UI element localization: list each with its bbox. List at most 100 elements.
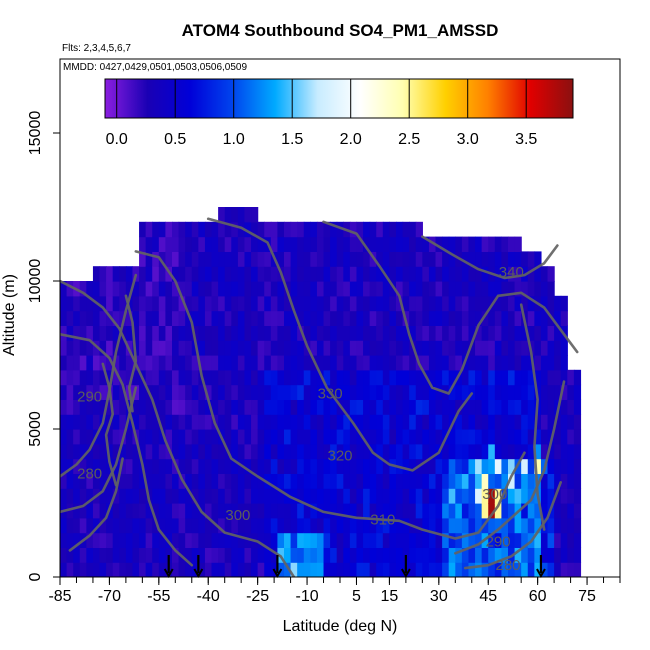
heatmap-cell bbox=[448, 488, 456, 504]
heatmap-cell bbox=[475, 532, 483, 548]
heatmap-cell bbox=[211, 473, 219, 489]
heatmap-cell bbox=[330, 355, 338, 371]
heatmap-cell bbox=[60, 310, 68, 326]
heatmap-cell bbox=[402, 443, 410, 460]
heatmap-cell bbox=[323, 236, 331, 252]
heatmap-cell bbox=[409, 443, 417, 460]
heatmap-cell bbox=[198, 236, 206, 252]
heatmap-cell bbox=[178, 443, 186, 460]
heatmap-cell bbox=[290, 384, 298, 400]
heatmap-cell bbox=[310, 562, 318, 577]
heatmap-cell bbox=[494, 547, 503, 563]
heatmap-cell bbox=[330, 340, 338, 356]
heatmap-cell bbox=[323, 266, 331, 282]
heatmap-cell bbox=[514, 340, 522, 356]
heatmap-cell bbox=[567, 429, 575, 445]
heatmap-cell bbox=[415, 266, 423, 282]
heatmap-cell bbox=[428, 547, 437, 563]
heatmap-cell bbox=[422, 399, 430, 415]
heatmap-cell bbox=[60, 562, 68, 577]
heatmap-cell bbox=[158, 414, 167, 430]
heatmap-cell bbox=[343, 458, 351, 474]
heatmap-cell bbox=[428, 236, 437, 252]
heatmap-cell bbox=[270, 355, 279, 371]
heatmap-cell bbox=[481, 355, 489, 371]
heatmap-cell bbox=[356, 340, 364, 356]
heatmap-cell bbox=[178, 340, 186, 356]
heatmap-cell bbox=[323, 325, 331, 341]
heatmap-cell bbox=[218, 384, 226, 400]
heatmap-cell bbox=[554, 340, 562, 356]
heatmap-cell bbox=[396, 547, 404, 563]
heatmap-cell bbox=[567, 547, 575, 563]
heatmap-cell bbox=[211, 399, 219, 415]
heatmap-cell bbox=[481, 236, 489, 252]
heatmap-cell bbox=[402, 414, 410, 430]
heatmap-cell bbox=[158, 325, 167, 341]
heatmap-cell bbox=[376, 295, 384, 312]
heatmap-cell bbox=[73, 429, 81, 445]
heatmap-cell bbox=[112, 384, 120, 400]
heatmap-cell bbox=[165, 295, 173, 312]
heatmap-cell bbox=[521, 369, 529, 386]
heatmap-cell bbox=[573, 503, 582, 519]
heatmap-cell bbox=[363, 221, 371, 238]
heatmap-cell bbox=[415, 236, 423, 252]
heatmap-cell bbox=[172, 443, 180, 460]
heatmap-cell bbox=[185, 251, 193, 267]
heatmap-cell bbox=[165, 517, 173, 534]
heatmap-cell bbox=[198, 488, 206, 504]
heatmap-cell bbox=[369, 517, 377, 534]
heatmap-cell bbox=[573, 399, 582, 415]
heatmap-cell bbox=[560, 340, 568, 356]
heatmap-cell bbox=[152, 369, 160, 386]
heatmap-cell bbox=[415, 562, 423, 577]
heatmap-cell bbox=[158, 562, 167, 577]
heatmap-cell bbox=[264, 517, 272, 534]
heatmap-cell bbox=[244, 207, 252, 223]
heatmap-cell bbox=[422, 340, 430, 356]
heatmap-cell bbox=[468, 355, 476, 371]
heatmap-cell bbox=[99, 266, 107, 282]
contour-line bbox=[463, 481, 562, 570]
heatmap-cell bbox=[178, 532, 186, 548]
heatmap-cell bbox=[264, 340, 272, 356]
heatmap-cell bbox=[218, 458, 226, 474]
heatmap-cell bbox=[172, 532, 180, 548]
heatmap-cell bbox=[402, 325, 410, 341]
heatmap-cell bbox=[66, 517, 74, 534]
heatmap-cell bbox=[330, 532, 338, 548]
heatmap-cell bbox=[442, 443, 450, 460]
heatmap-cell bbox=[396, 414, 404, 430]
heatmap-cell bbox=[297, 340, 305, 356]
y-tick-label: 15000 bbox=[27, 111, 44, 156]
heatmap-cell bbox=[158, 488, 167, 504]
heatmap-cell bbox=[251, 473, 259, 489]
heatmap-cell bbox=[290, 488, 298, 504]
heatmap-cell bbox=[349, 221, 358, 238]
heatmap-cell bbox=[66, 562, 74, 577]
contour-line bbox=[60, 386, 138, 514]
heatmap-cell bbox=[152, 281, 160, 297]
heatmap-cell bbox=[218, 532, 226, 548]
heatmap-cell bbox=[376, 532, 384, 548]
heatmap-cell bbox=[363, 399, 371, 415]
heatmap-cell bbox=[86, 384, 94, 400]
heatmap-cell bbox=[218, 310, 226, 326]
heatmap-cell bbox=[106, 473, 114, 489]
heatmap-cell bbox=[139, 443, 147, 460]
heatmap-cell bbox=[336, 325, 344, 341]
heatmap-cell bbox=[284, 517, 292, 534]
heatmap-cell bbox=[264, 473, 272, 489]
heatmap-cell bbox=[501, 414, 509, 430]
heatmap-cell bbox=[284, 443, 292, 460]
heatmap-cell bbox=[336, 340, 344, 356]
heatmap-cell bbox=[508, 473, 516, 489]
heatmap-cell bbox=[257, 488, 265, 504]
heatmap-cell bbox=[475, 236, 483, 252]
heatmap-cell bbox=[343, 369, 351, 386]
heatmap-cell bbox=[99, 488, 107, 504]
heatmap-cell bbox=[481, 414, 489, 430]
heatmap-cell bbox=[468, 236, 476, 252]
heatmap-cell bbox=[303, 414, 311, 430]
